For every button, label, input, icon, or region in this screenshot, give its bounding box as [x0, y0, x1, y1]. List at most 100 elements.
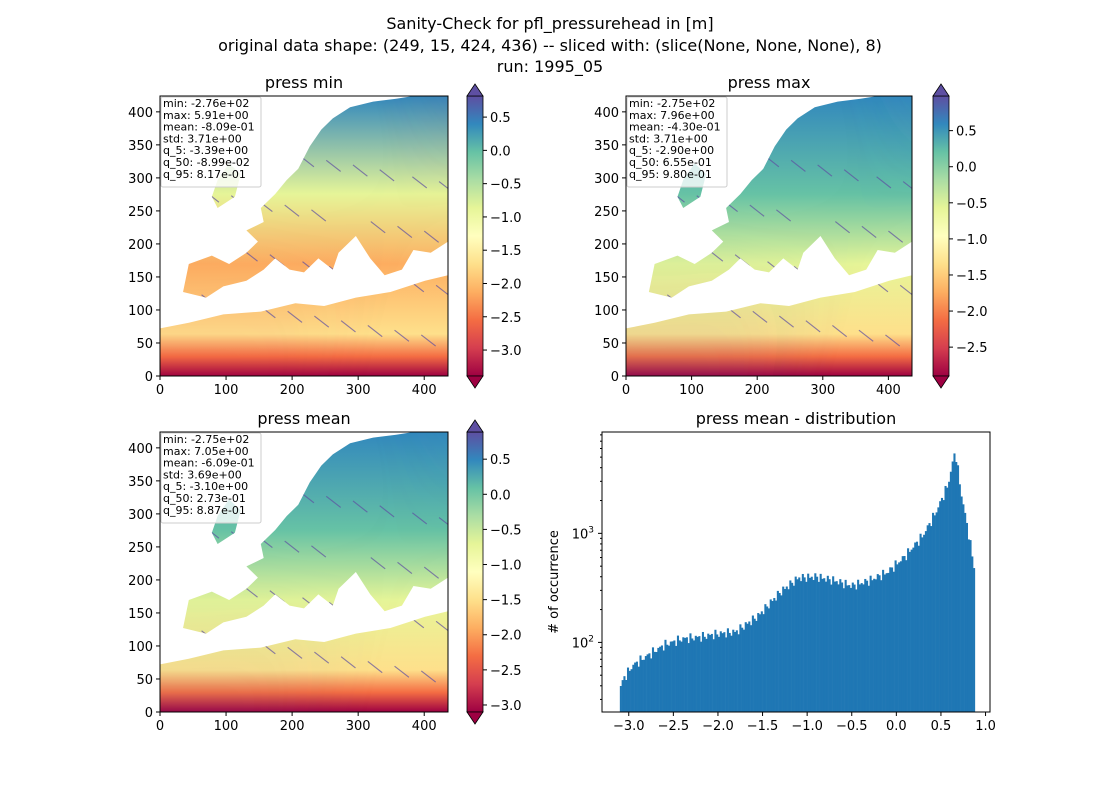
y-tick-label: 150: [128, 607, 153, 622]
y-tick-label: 0: [145, 706, 153, 721]
histogram-bar: [692, 640, 696, 712]
histogram-bar: [964, 512, 967, 712]
histogram-bar: [750, 625, 753, 712]
river-line: [749, 204, 765, 217]
x-tick-label: 0: [622, 383, 630, 398]
histogram-bar: [842, 588, 845, 712]
river-line: [435, 284, 448, 297]
stats-line: q_5: -2.90e+00: [629, 144, 714, 157]
histogram-bar: [668, 645, 671, 712]
histogram-bar: [867, 585, 870, 712]
histogram-bar: [760, 611, 763, 712]
river-line: [666, 294, 682, 307]
stats-line: mean: -6.09e-01: [163, 457, 255, 470]
histogram-bar: [933, 515, 936, 712]
histogram-bar: [769, 599, 772, 712]
y-tick-label: 102: [572, 634, 594, 651]
colorbar: [466, 95, 484, 377]
colorbar-tick-label: 0.5: [490, 453, 511, 468]
panel-2: press max 0 100 200 300 400 0 50 100 150 200 250 300…: [594, 73, 987, 398]
stats-line: mean: -4.30e-01: [629, 121, 721, 134]
histogram-bar: [873, 578, 876, 712]
colorbar-tick-label: −1.0: [956, 233, 988, 248]
histogram-bar: [816, 576, 819, 712]
histogram-bar: [817, 581, 820, 712]
colorbar-tick-label: −1.0: [490, 211, 522, 226]
colorbar-tick-label: −1.0: [490, 559, 522, 574]
histogram-bar: [814, 573, 817, 712]
axes-frame: [601, 431, 991, 713]
histogram-bar: [841, 582, 844, 712]
river-line: [394, 665, 410, 678]
x-tick-label: 400: [412, 383, 437, 398]
river-line: [382, 611, 398, 624]
river-line: [420, 334, 437, 347]
stats-line: q_5: -3.39e+00: [163, 144, 248, 157]
histogram-bar: [712, 639, 715, 712]
histogram-bar: [883, 574, 886, 712]
histogram-bar: [771, 601, 774, 712]
stats-box: [160, 96, 262, 188]
stats-line: q_95: 9.80e-01: [629, 168, 712, 181]
histogram-bar: [676, 635, 680, 712]
river-line: [216, 580, 232, 593]
histogram-bar: [973, 568, 976, 712]
y-tick-label: 400: [128, 106, 153, 121]
river-line: [379, 169, 395, 182]
river-line: [752, 310, 768, 323]
river-line: [272, 486, 288, 499]
histogram-bar: [735, 630, 738, 712]
panel-1: press min 0 100 200 300 400 0 50 100 150 200 250 300…: [128, 73, 521, 398]
histogram-bar: [710, 633, 713, 712]
panel-title: press max: [728, 73, 811, 92]
histogram-bar: [716, 634, 719, 712]
river-line: [230, 531, 247, 544]
histogram-bar: [673, 640, 676, 712]
histogram-bar: [808, 577, 812, 712]
river-line: [284, 204, 300, 217]
river-line: [284, 540, 300, 553]
histogram-bar: [824, 581, 828, 712]
histogram-bar: [791, 582, 794, 712]
x-tick-label: −3.0: [613, 719, 645, 734]
histogram-bar: [837, 584, 840, 712]
river-line: [177, 521, 193, 534]
histogram-bar: [912, 547, 915, 712]
river-line: [820, 270, 836, 283]
colorbar-tick-label: −2.5: [490, 664, 522, 679]
histogram-bar: [689, 633, 692, 712]
river-line: [367, 661, 383, 674]
histogram-bar: [737, 634, 740, 712]
x-tick-label: 0.5: [931, 719, 952, 734]
histogram-bar: [684, 637, 687, 712]
stats-line: min: -2.75e+02: [163, 433, 249, 446]
colorbar-tick-label: −1.5: [490, 594, 522, 609]
y-tick-label: 300: [128, 172, 153, 187]
histogram-bars: [619, 453, 976, 712]
river-line: [861, 225, 877, 238]
histogram-bar: [890, 567, 894, 712]
histogram-bar: [748, 621, 751, 712]
histogram-bar: [792, 585, 795, 712]
x-tick-label: 200: [745, 383, 770, 398]
stats-line: std: 3.71e+00: [163, 132, 242, 145]
histogram-bar: [932, 512, 935, 712]
y-tick-label: 100: [128, 304, 153, 319]
histogram-bar: [857, 579, 860, 712]
histogram-bar: [956, 465, 960, 712]
histogram-bar: [844, 579, 847, 712]
histogram-bar: [958, 484, 961, 712]
histogram-bar: [655, 652, 658, 712]
histogram-bar: [874, 579, 878, 712]
histogram-bar: [878, 575, 881, 712]
histogram-bar: [650, 658, 653, 712]
colorbar-tick-label: −0.5: [490, 523, 522, 538]
histogram-bar: [887, 572, 890, 712]
river-line: [340, 320, 356, 333]
histogram-bar: [698, 636, 701, 712]
histogram-bar: [659, 646, 662, 712]
river-line: [287, 310, 303, 323]
x-tick-label: 100: [214, 719, 239, 734]
histogram-bar: [700, 641, 703, 712]
river-line: [201, 630, 217, 643]
